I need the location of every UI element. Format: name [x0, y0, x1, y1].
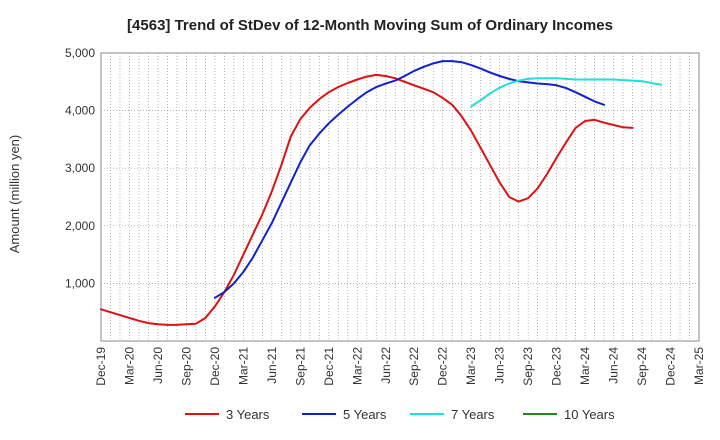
- x-tick-label: Jun-22: [379, 347, 393, 384]
- legend-label: 7 Years: [451, 407, 495, 422]
- series-line-5-years: [213, 60, 606, 299]
- y-tick-label: 1,000: [65, 276, 95, 290]
- y-axis-label: Amount (million yen): [7, 135, 22, 254]
- y-tick-label: 5,000: [65, 46, 95, 60]
- x-tick-label: Dec-22: [436, 347, 450, 386]
- x-tick-label: Mar-22: [350, 347, 364, 385]
- x-tick-label: Dec-23: [550, 347, 564, 386]
- y-axis-ticks: 1,000 2,000 3,000 4,000 5,000: [65, 46, 95, 290]
- x-tick-label: Jun-24: [607, 347, 621, 384]
- grid: [101, 52, 699, 341]
- y-tick-label: 2,000: [65, 219, 95, 233]
- x-tick-label: Sep-21: [293, 347, 307, 386]
- x-tick-label: Dec-21: [322, 347, 336, 386]
- legend-label: 5 Years: [343, 407, 387, 422]
- x-tick-label: Jun-23: [493, 347, 507, 384]
- x-tick-label: Jun-20: [151, 347, 165, 384]
- series-line-3-years: [100, 73, 634, 326]
- x-tick-label: Mar-20: [122, 347, 136, 385]
- x-tick-label: Dec-24: [664, 347, 678, 386]
- plot-frame: [100, 52, 700, 342]
- y-tick-label: 3,000: [65, 161, 95, 175]
- series-layer: [100, 60, 662, 326]
- series-line-7-years: [470, 77, 662, 108]
- x-tick-label: Dec-20: [208, 347, 222, 386]
- x-tick-label: Mar-25: [692, 347, 706, 385]
- legend-label: 3 Years: [226, 407, 270, 422]
- x-tick-label: Dec-19: [94, 347, 108, 386]
- x-axis-ticks: Dec-19 Mar-20 Jun-20 Sep-20 Dec-20 Mar-21 Jun-…: [94, 347, 706, 386]
- x-tick-label: Mar-24: [578, 347, 592, 385]
- legend: 3 Years 5 Years 7 Years 10 Years: [185, 407, 615, 422]
- y-tick-label: 4,000: [65, 104, 95, 118]
- x-tick-label: Mar-23: [464, 347, 478, 385]
- x-tick-label: Sep-22: [407, 347, 421, 386]
- x-tick-label: Sep-24: [635, 347, 649, 386]
- x-tick-label: Sep-23: [521, 347, 535, 386]
- x-tick-label: Sep-20: [179, 347, 193, 386]
- x-tick-label: Mar-21: [236, 347, 250, 385]
- chart-title: [4563] Trend of StDev of 12-Month Moving…: [127, 17, 613, 34]
- x-tick-label: Jun-21: [265, 347, 279, 384]
- legend-label: 10 Years: [564, 407, 615, 422]
